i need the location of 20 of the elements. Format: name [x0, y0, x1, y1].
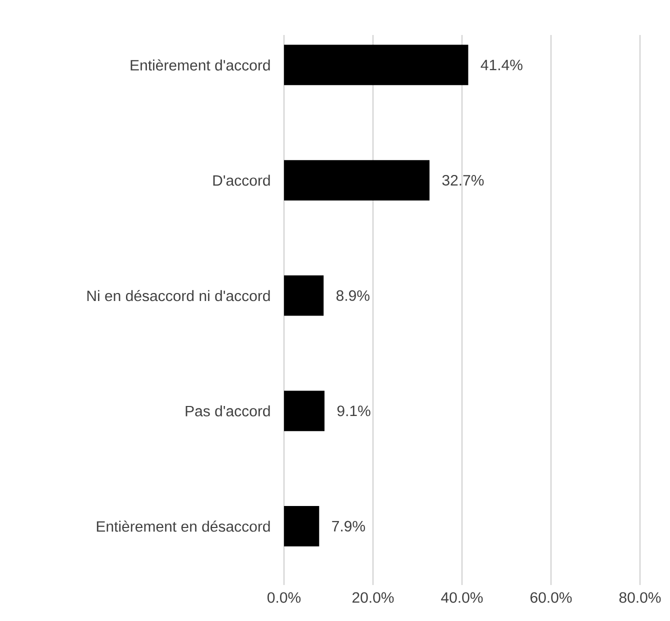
- x-tick-label: 20.0%: [352, 592, 394, 603]
- data-label: 41.4%: [480, 60, 522, 70]
- x-tick-label: 60.0%: [530, 592, 572, 603]
- bar: [284, 275, 324, 316]
- x-tick-label: 40.0%: [441, 592, 483, 603]
- y-tick-label: Pas d'accord: [186, 405, 270, 416]
- y-tick-label: Entièrement en désaccord: [96, 520, 270, 532]
- bar: [284, 506, 320, 546]
- bar: [284, 390, 324, 432]
- y-tick-label: D'accord: [213, 174, 270, 186]
- x-tick-label: 0.0%: [268, 592, 301, 603]
- bar: [284, 44, 468, 86]
- y-tick-label: Entièrement d'accord: [130, 59, 270, 71]
- data-label: 9.1%: [337, 406, 370, 416]
- data-label: 32.7%: [442, 174, 484, 186]
- data-label: 8.9%: [336, 290, 370, 301]
- data-label: 7.9%: [332, 520, 365, 532]
- y-tick-label: Ni en désaccord ni d'accord: [87, 290, 270, 302]
- x-tick-label: 80.0%: [619, 592, 661, 603]
- bar: [284, 160, 430, 200]
